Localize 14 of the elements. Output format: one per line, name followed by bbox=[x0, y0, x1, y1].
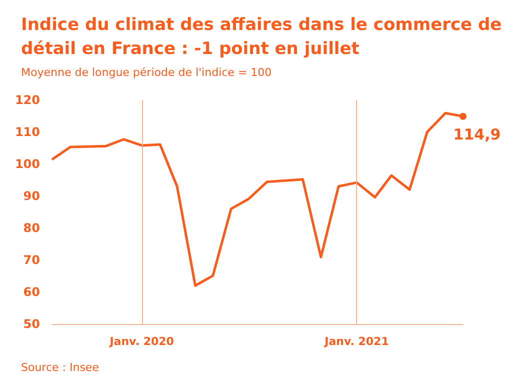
y-tick-label: 70 bbox=[23, 253, 40, 267]
y-tick-label: 90 bbox=[23, 189, 40, 203]
y-tick-label: 80 bbox=[23, 221, 40, 235]
chart-subtitle: Moyenne de longue période de l'indice = 100 bbox=[21, 66, 272, 79]
y-tick-label: 60 bbox=[23, 285, 40, 299]
y-tick-label: 100 bbox=[14, 157, 40, 171]
x-tick-label: Janv. 2021 bbox=[324, 335, 389, 348]
y-tick-label: 110 bbox=[14, 125, 40, 139]
y-tick-label: 50 bbox=[23, 317, 40, 331]
data-label: 114,9 bbox=[453, 125, 501, 144]
source-note: Source : Insee bbox=[21, 361, 100, 374]
chart-title: Indice du climat des affaires dans le commerce de détail en France : -1 point en juillet bbox=[21, 15, 508, 59]
y-tick-label: 120 bbox=[14, 93, 40, 107]
x-tick-label: Janv. 2020 bbox=[108, 335, 174, 348]
